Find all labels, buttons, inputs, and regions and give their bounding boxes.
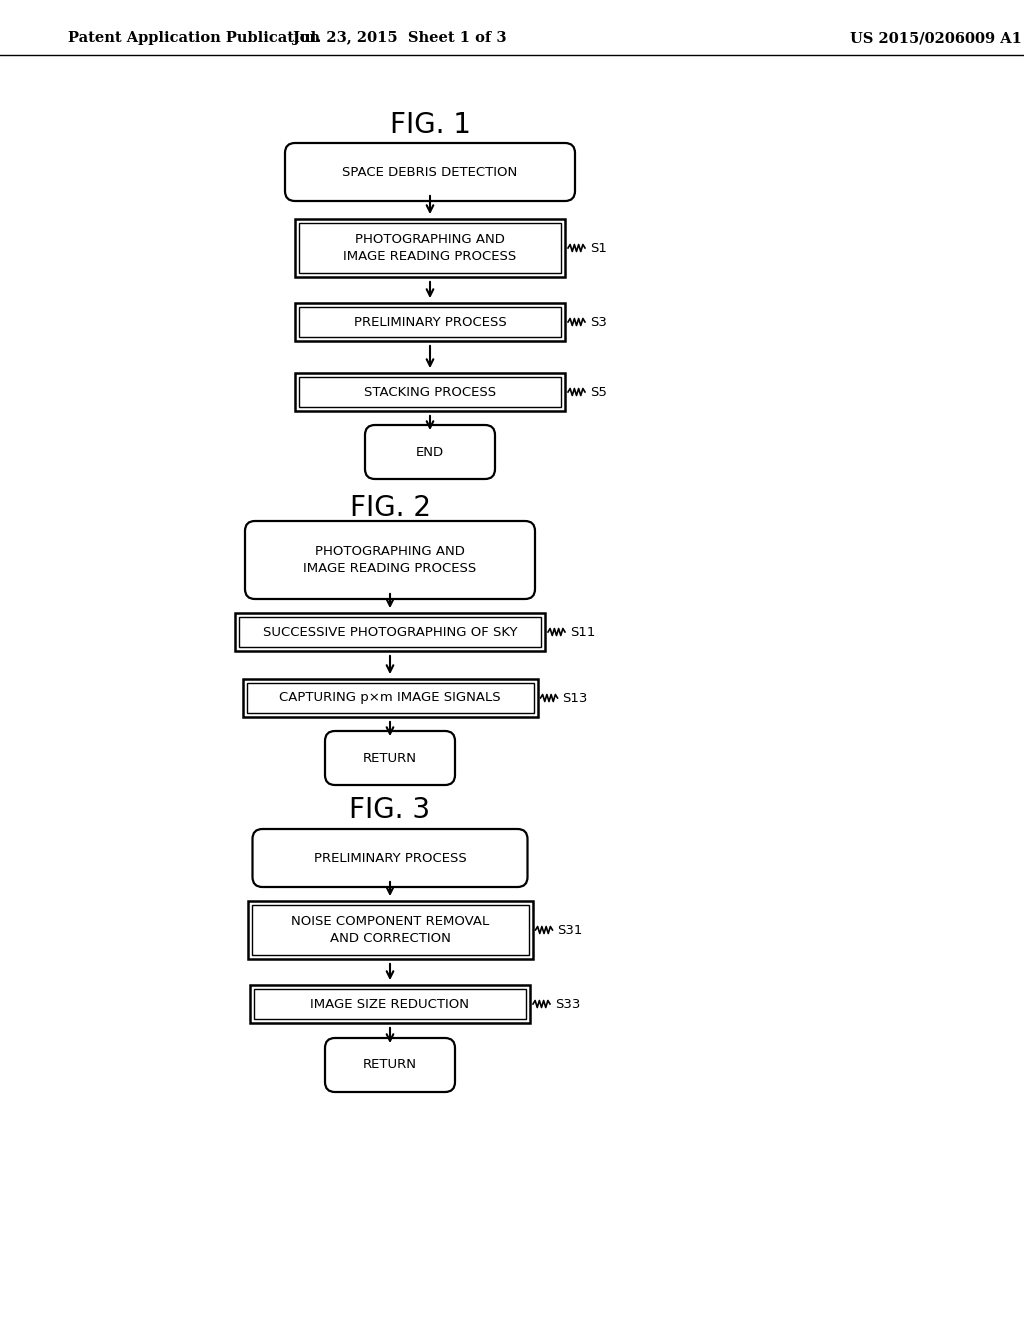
Text: US 2015/0206009 A1: US 2015/0206009 A1 — [850, 30, 1022, 45]
Bar — [248, 902, 532, 960]
Text: S1: S1 — [590, 242, 607, 255]
Text: FIG. 1: FIG. 1 — [389, 111, 470, 139]
FancyBboxPatch shape — [245, 521, 535, 599]
Bar — [295, 304, 565, 341]
Text: S31: S31 — [557, 924, 583, 936]
Bar — [299, 308, 561, 337]
Text: SPACE DEBRIS DETECTION: SPACE DEBRIS DETECTION — [342, 165, 517, 178]
Text: FIG. 2: FIG. 2 — [349, 494, 430, 521]
Bar — [299, 378, 561, 407]
Text: PHOTOGRAPHING AND
IMAGE READING PROCESS: PHOTOGRAPHING AND IMAGE READING PROCESS — [343, 234, 517, 263]
FancyBboxPatch shape — [325, 1038, 455, 1092]
Text: PRELIMINARY PROCESS: PRELIMINARY PROCESS — [313, 851, 466, 865]
Text: PHOTOGRAPHING AND
IMAGE READING PROCESS: PHOTOGRAPHING AND IMAGE READING PROCESS — [303, 545, 476, 574]
Text: S3: S3 — [590, 315, 607, 329]
FancyBboxPatch shape — [285, 143, 575, 201]
Text: S11: S11 — [570, 626, 595, 639]
Bar — [250, 985, 530, 1023]
Text: CAPTURING p×m IMAGE SIGNALS: CAPTURING p×m IMAGE SIGNALS — [280, 692, 501, 705]
Bar — [247, 682, 534, 713]
FancyBboxPatch shape — [365, 425, 495, 479]
Bar — [254, 989, 526, 1019]
Text: Jul. 23, 2015  Sheet 1 of 3: Jul. 23, 2015 Sheet 1 of 3 — [293, 30, 507, 45]
FancyBboxPatch shape — [253, 829, 527, 887]
Bar — [295, 219, 565, 277]
Text: FIG. 3: FIG. 3 — [349, 796, 430, 824]
Bar — [234, 612, 545, 651]
Text: RETURN: RETURN — [362, 751, 417, 764]
Bar — [243, 678, 538, 717]
FancyBboxPatch shape — [325, 731, 455, 785]
Bar — [299, 223, 561, 273]
Text: RETURN: RETURN — [362, 1059, 417, 1072]
Bar — [239, 616, 541, 647]
Text: IMAGE SIZE REDUCTION: IMAGE SIZE REDUCTION — [310, 998, 469, 1011]
Bar — [295, 374, 565, 411]
Text: NOISE COMPONENT REMOVAL
AND CORRECTION: NOISE COMPONENT REMOVAL AND CORRECTION — [291, 915, 489, 945]
Text: SUCCESSIVE PHOTOGRAPHING OF SKY: SUCCESSIVE PHOTOGRAPHING OF SKY — [263, 626, 517, 639]
Text: PRELIMINARY PROCESS: PRELIMINARY PROCESS — [353, 315, 507, 329]
Bar — [252, 906, 528, 954]
Text: Patent Application Publication: Patent Application Publication — [68, 30, 319, 45]
Text: END: END — [416, 446, 444, 458]
Text: S33: S33 — [555, 998, 581, 1011]
Text: S5: S5 — [590, 385, 607, 399]
Text: STACKING PROCESS: STACKING PROCESS — [364, 385, 496, 399]
Text: S13: S13 — [562, 692, 588, 705]
